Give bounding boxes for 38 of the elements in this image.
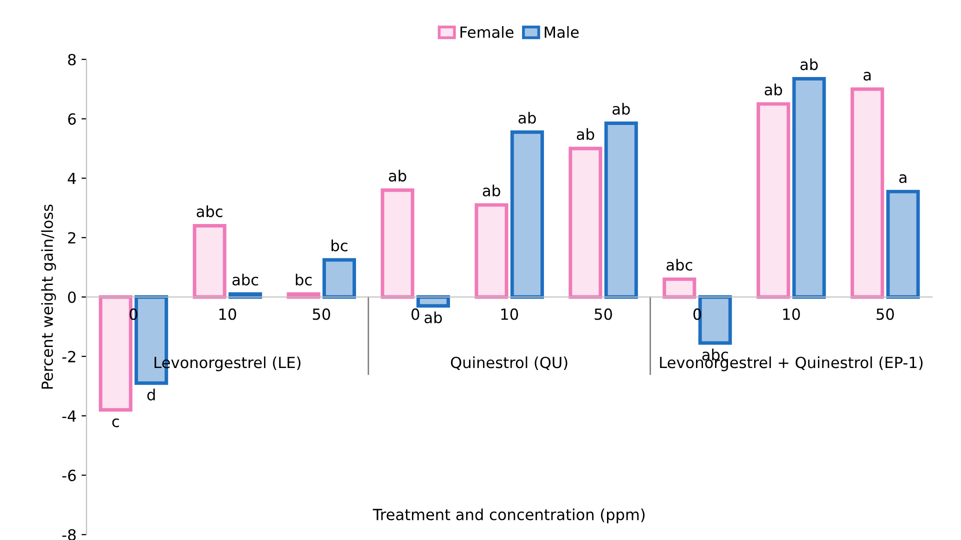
data-label: abc (666, 258, 692, 271)
x-tick-label: 0 (130, 308, 138, 320)
y-tick-label: 2 (68, 232, 76, 244)
x-tick-label: 10 (783, 308, 800, 320)
data-label: d (147, 388, 155, 401)
y-tick-label: -2 (62, 350, 76, 362)
data-label: a (899, 174, 906, 184)
annotation: Quinestrol (QU) (450, 356, 568, 370)
x-tick-label: 10 (501, 308, 518, 320)
y-tick-label: -4 (62, 410, 76, 422)
data-label: a (864, 72, 871, 81)
data-label: bc (332, 240, 348, 252)
y-tick-label: 8 (68, 54, 76, 66)
x-tick-label: 0 (412, 308, 420, 320)
y-tick-label: 0 (68, 291, 76, 304)
x-tick-label: 50 (876, 308, 894, 320)
x-tick-label: 50 (594, 308, 612, 320)
x-tick-label: 50 (312, 308, 330, 320)
data-label: ab (576, 128, 594, 140)
data-label: c (112, 418, 119, 428)
data-label: ab (388, 170, 406, 182)
data-label: ab (518, 112, 536, 124)
data-label: ab (424, 311, 442, 324)
data-label: abc (232, 274, 258, 286)
y-tick-label: 6 (68, 113, 76, 125)
y-tick-label: 4 (68, 172, 76, 184)
data-label: bc (296, 274, 312, 286)
x-tick-label: 10 (219, 308, 236, 320)
data-label: ab (764, 84, 782, 96)
y-tick-label: -6 (62, 470, 76, 482)
data-label: ab (482, 184, 500, 196)
data-label: abc (196, 205, 222, 218)
x-axis-title: Treatment and concentration (ppm) (372, 508, 645, 524)
legend-label: Male (544, 26, 579, 38)
legend-label: Female (460, 26, 514, 38)
y-axis-title: Percent weight gain/loss (41, 204, 56, 389)
data-label: ab (612, 102, 630, 115)
data-label: ab (800, 58, 818, 70)
